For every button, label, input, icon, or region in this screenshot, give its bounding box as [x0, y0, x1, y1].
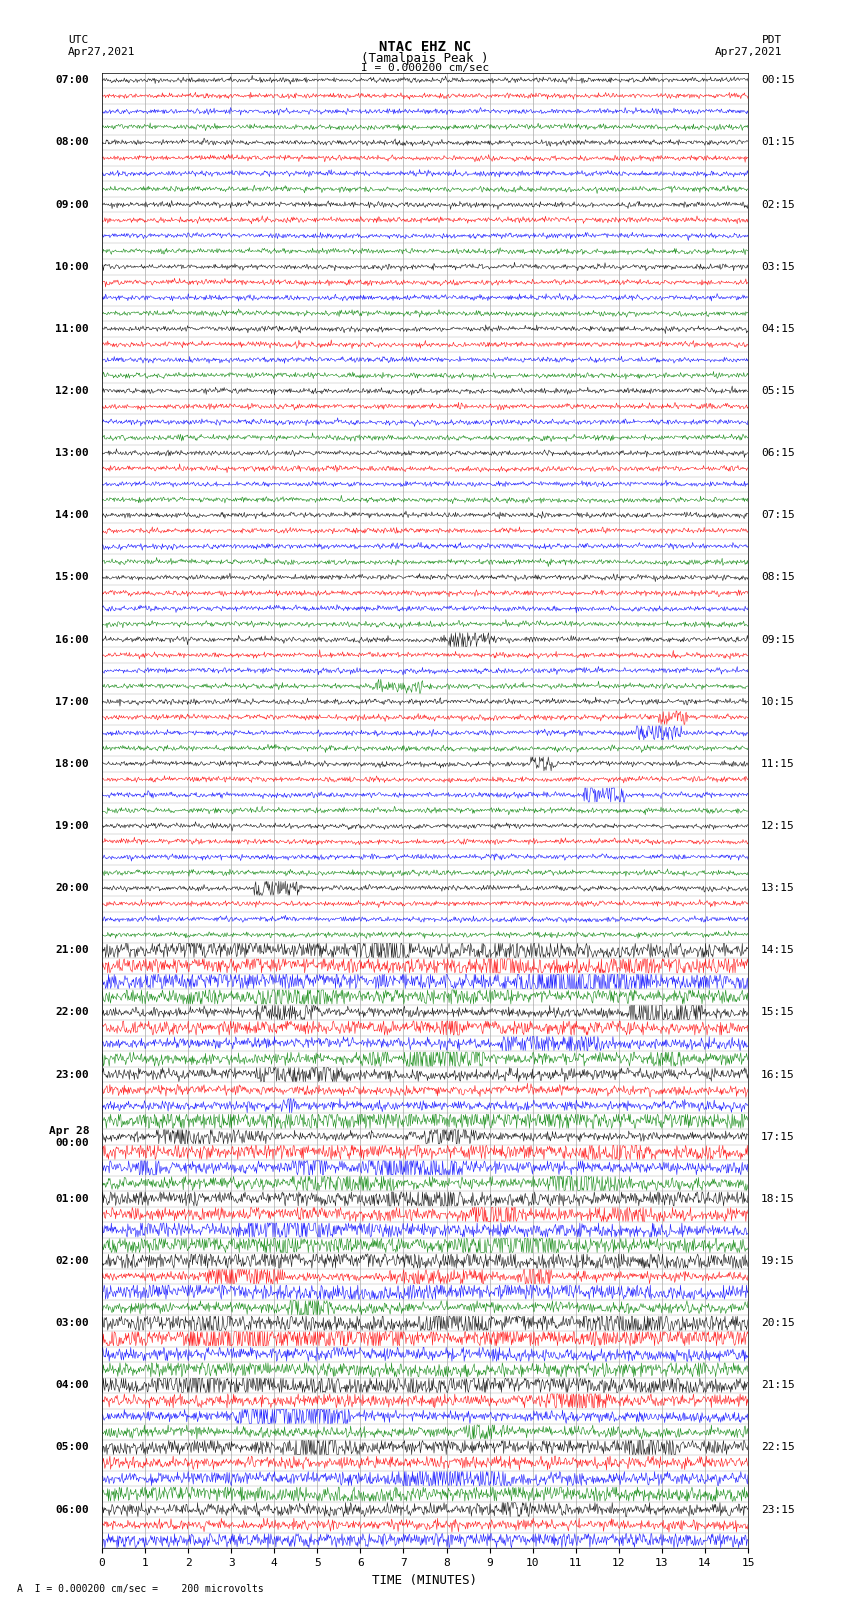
Text: 00:15: 00:15 — [761, 76, 795, 85]
Text: 02:15: 02:15 — [761, 200, 795, 210]
Text: 18:00: 18:00 — [55, 760, 89, 769]
Text: 11:15: 11:15 — [761, 760, 795, 769]
Text: 22:15: 22:15 — [761, 1442, 795, 1452]
Text: 22:00: 22:00 — [55, 1008, 89, 1018]
Text: 01:00: 01:00 — [55, 1194, 89, 1203]
Text: 19:15: 19:15 — [761, 1257, 795, 1266]
Text: 02:00: 02:00 — [55, 1257, 89, 1266]
Text: I = 0.000200 cm/sec: I = 0.000200 cm/sec — [361, 63, 489, 73]
Text: UTC
Apr27,2021: UTC Apr27,2021 — [68, 35, 135, 56]
Text: 21:00: 21:00 — [55, 945, 89, 955]
Text: 04:15: 04:15 — [761, 324, 795, 334]
Text: 12:00: 12:00 — [55, 386, 89, 397]
Text: 20:00: 20:00 — [55, 884, 89, 894]
Text: 07:15: 07:15 — [761, 510, 795, 521]
Text: 03:15: 03:15 — [761, 261, 795, 271]
Text: 01:15: 01:15 — [761, 137, 795, 147]
Text: Apr 28
00:00: Apr 28 00:00 — [48, 1126, 89, 1147]
Text: 04:00: 04:00 — [55, 1381, 89, 1390]
Text: NTAC EHZ NC: NTAC EHZ NC — [379, 40, 471, 55]
Text: PDT
Apr27,2021: PDT Apr27,2021 — [715, 35, 782, 56]
Text: 13:00: 13:00 — [55, 448, 89, 458]
Text: 14:15: 14:15 — [761, 945, 795, 955]
Text: 19:00: 19:00 — [55, 821, 89, 831]
X-axis label: TIME (MINUTES): TIME (MINUTES) — [372, 1574, 478, 1587]
Text: 21:15: 21:15 — [761, 1381, 795, 1390]
Text: 12:15: 12:15 — [761, 821, 795, 831]
Text: 06:15: 06:15 — [761, 448, 795, 458]
Text: 05:00: 05:00 — [55, 1442, 89, 1452]
Text: 07:00: 07:00 — [55, 76, 89, 85]
Text: 11:00: 11:00 — [55, 324, 89, 334]
Text: 10:15: 10:15 — [761, 697, 795, 706]
Text: 08:15: 08:15 — [761, 573, 795, 582]
Text: 17:00: 17:00 — [55, 697, 89, 706]
Text: (Tamalpais Peak ): (Tamalpais Peak ) — [361, 52, 489, 65]
Text: 18:15: 18:15 — [761, 1194, 795, 1203]
Text: 17:15: 17:15 — [761, 1132, 795, 1142]
Text: A  I = 0.000200 cm/sec =    200 microvolts: A I = 0.000200 cm/sec = 200 microvolts — [17, 1584, 264, 1594]
Text: 14:00: 14:00 — [55, 510, 89, 521]
Text: 15:15: 15:15 — [761, 1008, 795, 1018]
Text: 06:00: 06:00 — [55, 1505, 89, 1515]
Text: 09:00: 09:00 — [55, 200, 89, 210]
Text: 20:15: 20:15 — [761, 1318, 795, 1327]
Text: 08:00: 08:00 — [55, 137, 89, 147]
Text: 10:00: 10:00 — [55, 261, 89, 271]
Text: 23:00: 23:00 — [55, 1069, 89, 1079]
Text: 16:00: 16:00 — [55, 634, 89, 645]
Text: 16:15: 16:15 — [761, 1069, 795, 1079]
Text: 13:15: 13:15 — [761, 884, 795, 894]
Text: 15:00: 15:00 — [55, 573, 89, 582]
Text: 05:15: 05:15 — [761, 386, 795, 397]
Text: 09:15: 09:15 — [761, 634, 795, 645]
Text: 03:00: 03:00 — [55, 1318, 89, 1327]
Text: 23:15: 23:15 — [761, 1505, 795, 1515]
